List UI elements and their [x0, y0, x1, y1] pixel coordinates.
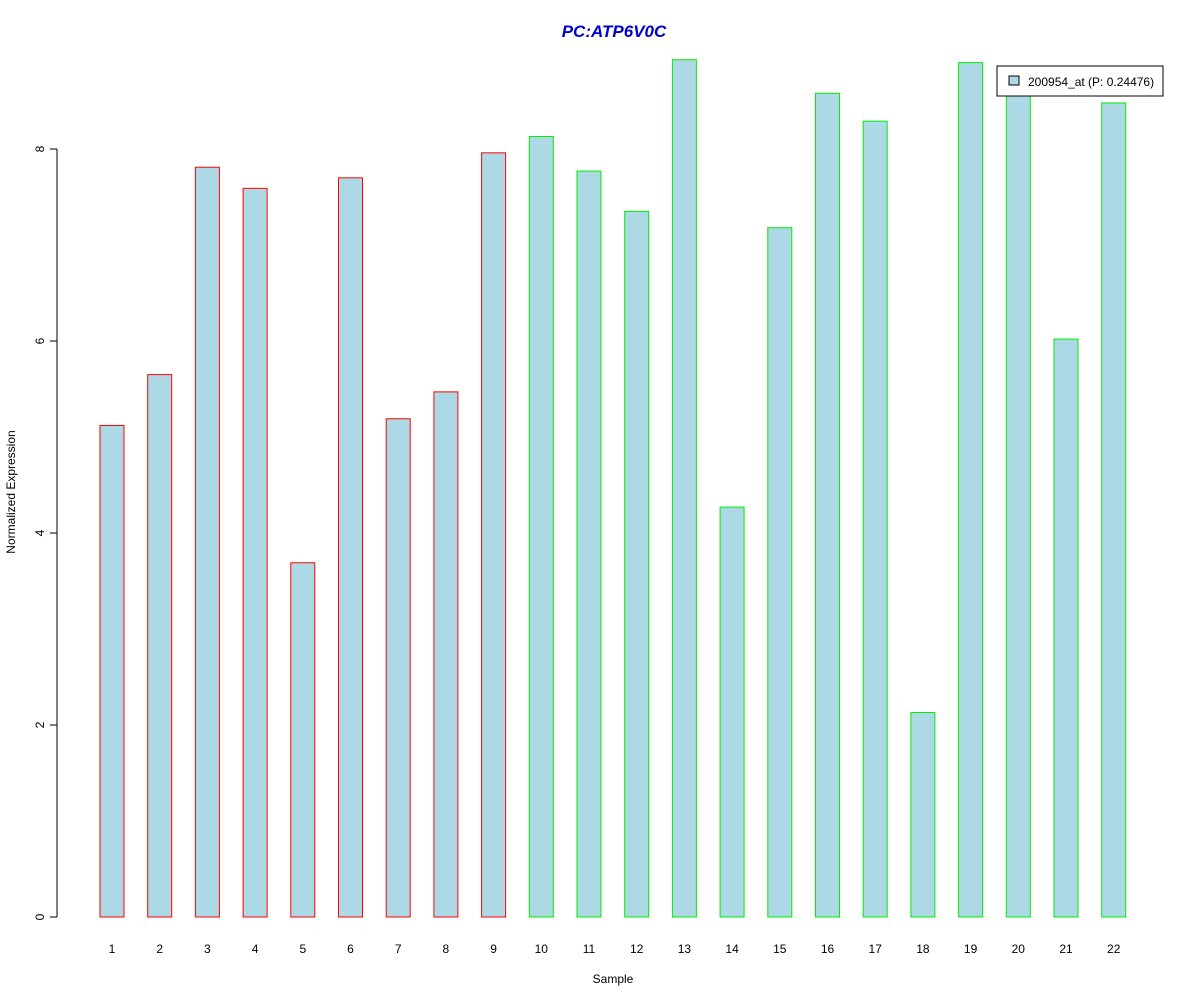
- legend-box: [996, 65, 1164, 97]
- x-tick-label: 5: [299, 942, 306, 956]
- bar: [242, 187, 268, 918]
- bar: [862, 120, 888, 918]
- x-tick-label: 22: [1107, 942, 1121, 956]
- chart-title: PC:ATP6V0C: [562, 22, 667, 41]
- x-tick-label: 18: [916, 942, 930, 956]
- legend-swatch: [1008, 75, 1020, 86]
- bar: [338, 177, 363, 918]
- bar: [99, 424, 125, 918]
- x-tick-label: 13: [678, 942, 692, 956]
- bar: [1005, 90, 1031, 918]
- y-tick-label: 0: [33, 913, 47, 920]
- x-tick-label: 17: [869, 942, 883, 956]
- x-tick-label: 9: [490, 942, 497, 956]
- x-tick-label: 8: [443, 942, 450, 956]
- x-tick-label: 14: [725, 942, 739, 956]
- bar: [433, 391, 459, 918]
- x-tick-label: 20: [1012, 942, 1026, 956]
- bar: [194, 166, 220, 918]
- bar: [1053, 338, 1079, 918]
- x-tick-label: 6: [347, 942, 354, 956]
- y-tick-label: 4: [33, 529, 47, 536]
- bar: [528, 136, 554, 918]
- bar: [147, 374, 173, 918]
- legend: 200954_at (P: 0.24476): [996, 65, 1164, 97]
- bar: [576, 170, 602, 918]
- x-tick-label: 4: [252, 942, 259, 956]
- bar: [719, 506, 745, 918]
- bar: [1101, 102, 1127, 918]
- y-tick-label: 2: [33, 721, 47, 728]
- x-tick-label: 3: [204, 942, 211, 956]
- x-tick-label: 2: [156, 942, 163, 956]
- x-tick-label: 12: [630, 942, 644, 956]
- bar: [958, 62, 984, 918]
- bar: [385, 418, 411, 918]
- x-tick-label: 21: [1059, 942, 1073, 956]
- x-tick-label: 15: [773, 942, 787, 956]
- y-tick-label: 8: [33, 145, 47, 152]
- x-tick-label: 10: [535, 942, 549, 956]
- bar: [767, 227, 793, 918]
- x-tick-label: 16: [821, 942, 835, 956]
- legend-label: 200954_at (P: 0.24476): [1028, 75, 1154, 89]
- bar: [481, 152, 507, 918]
- bars-group: [99, 59, 1127, 918]
- bar: [910, 712, 936, 918]
- y-axis: 0 2 4 6 8: [33, 145, 58, 920]
- x-tick-labels: 1 2 3 4 5 6 7 8 9 10 11 12 13 14 15 16 17 18 19 20 21 22: [109, 942, 1121, 956]
- bar: [624, 210, 650, 918]
- bar: [815, 92, 840, 918]
- x-tick-label: 1: [109, 942, 116, 956]
- x-tick-label: 19: [964, 942, 978, 956]
- x-axis-label: Sample: [593, 972, 634, 986]
- bar: [290, 562, 316, 918]
- y-axis-label: Normalized Expression: [4, 430, 18, 553]
- y-tick-label: 6: [33, 337, 47, 344]
- x-tick-label: 7: [395, 942, 402, 956]
- bar: [671, 59, 697, 918]
- x-tick-label: 11: [583, 942, 596, 956]
